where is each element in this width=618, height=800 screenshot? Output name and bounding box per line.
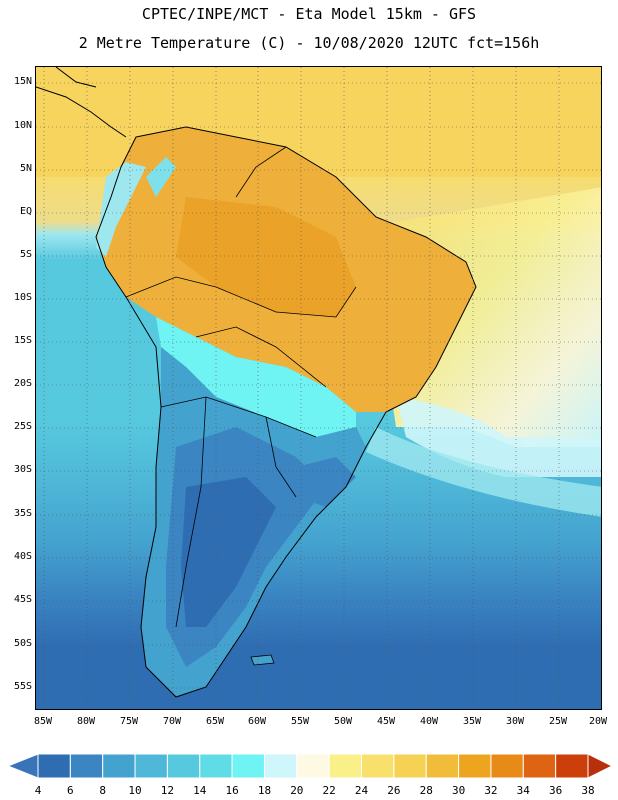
colorbar-label: 24 [354,784,369,797]
colorbar-cell [361,753,395,779]
lat-label: 30S [13,464,32,475]
lon-label: 35W [462,716,482,727]
colorbar-cell [231,753,265,779]
colorbar-cell [393,753,427,779]
lon-label: 40W [419,716,439,727]
colorbar-label: 30 [451,784,466,797]
colorbar [6,753,614,779]
colorbar-label: 28 [419,784,433,797]
lon-label: 65W [205,716,225,727]
temperature-map [35,66,602,710]
lat-label: 5S [19,249,32,260]
lat-label: EQ [19,206,32,217]
lon-label: 20W [588,716,608,727]
lon-label: 60W [247,716,267,727]
colorbar-label: 18 [257,784,272,797]
lon-label: 45W [376,716,396,727]
colorbar-label: 8 [99,784,107,797]
lat-label: 25S [13,421,32,432]
colorbar-cell [522,753,557,779]
colorbar-cell [37,753,71,779]
colorbar-cell [490,753,524,779]
lon-label: 25W [548,716,568,727]
colorbar-label: 34 [516,784,530,797]
colorbar-cell [296,753,330,779]
lat-label: 45S [13,594,32,605]
title-line-1: CPTEC/INPE/MCT - Eta Model 15km - GFS [141,5,477,23]
colorbar-arrow-high [587,753,614,779]
lat-label: 10S [13,292,32,303]
lat-label: 55S [13,681,32,692]
colorbar-label: 26 [387,784,401,797]
colorbar-cell [166,753,201,779]
colorbar-label: 22 [322,784,336,797]
lat-label: 10N [13,120,32,131]
colorbar-cell [458,753,492,779]
colorbar-cell [425,753,460,779]
colorbar-label: 10 [128,784,142,797]
colorbar-cell [69,753,104,779]
colorbar-label: 4 [34,784,42,797]
colorbar-label: 16 [225,784,239,797]
colorbar-cell [102,753,136,779]
colorbar-cell [263,753,298,779]
colorbar-label: 38 [581,784,595,797]
lon-label: 80W [76,716,96,727]
colorbar-cell [199,753,233,779]
lat-label: 15N [13,76,32,87]
colorbar-label: 32 [484,784,498,797]
colorbar-label: 36 [549,784,563,797]
lat-label: 40S [13,551,32,562]
colorbar-label: 20 [290,784,304,797]
lon-label: 30W [505,716,525,727]
lat-label: 50S [13,638,32,649]
colorbar-cell [555,753,589,779]
lat-label: 5N [19,163,32,174]
lat-label: 35S [13,508,32,519]
lon-label: 85W [33,716,53,727]
temperature-map-svg [36,67,601,709]
lon-label: 50W [333,716,353,727]
colorbar-label: 12 [160,784,175,797]
lat-label: 20S [13,378,32,389]
lat-label: 15S [13,335,32,346]
lon-label: 75W [119,716,139,727]
lon-label: 55W [290,716,310,727]
title-line-2: 2 Metre Temperature (C) - 10/08/2020 12U… [78,34,540,52]
colorbar-cell [328,753,363,779]
colorbar-label: 6 [67,784,74,797]
colorbar-cell [134,753,168,779]
colorbar-arrow-low [6,753,39,779]
lon-label: 70W [162,716,182,727]
colorbar-label: 14 [193,784,207,797]
